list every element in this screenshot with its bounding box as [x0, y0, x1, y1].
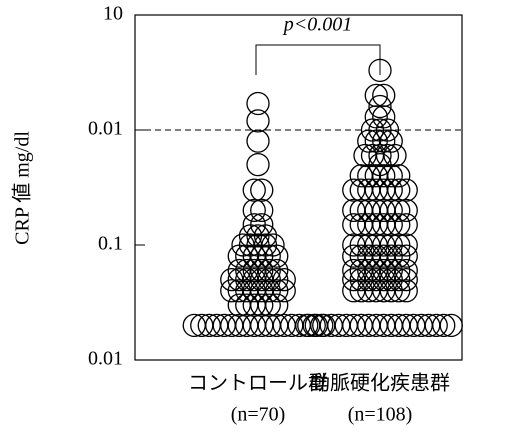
data-point	[250, 293, 274, 317]
data-point	[372, 164, 396, 188]
data-point	[246, 109, 270, 133]
data-point	[387, 244, 411, 268]
data-point	[387, 178, 411, 202]
data-point	[257, 293, 281, 317]
data-point	[242, 213, 266, 237]
data-point	[246, 233, 270, 257]
data-point	[387, 267, 411, 292]
data-point	[394, 244, 418, 268]
x-tick-label: 動脈硬化疾患群	[310, 372, 450, 395]
data-point	[257, 258, 281, 283]
data-point	[250, 213, 274, 237]
data-point	[432, 313, 456, 338]
data-point	[261, 233, 285, 257]
data-point	[379, 258, 403, 283]
data-point	[394, 267, 418, 292]
data-point	[265, 279, 289, 303]
data-point	[439, 313, 463, 338]
data-point	[246, 91, 270, 116]
data-point	[387, 258, 411, 283]
data-point	[257, 279, 281, 303]
data-point	[253, 233, 278, 257]
data-point	[379, 198, 403, 223]
significance-bracket	[255, 44, 381, 75]
data-point	[379, 213, 403, 237]
y-tick-label: 10	[103, 3, 123, 25]
data-point	[257, 267, 281, 292]
data-point	[368, 94, 392, 119]
data-point	[379, 178, 403, 202]
data-point	[242, 178, 266, 202]
data-point	[379, 233, 403, 257]
data-point	[394, 233, 418, 257]
data-point	[394, 213, 418, 237]
data-point	[265, 293, 289, 317]
data-point	[424, 313, 448, 338]
data-point	[368, 152, 392, 177]
y-tick-label: 0.01	[88, 118, 123, 140]
data-point	[265, 267, 289, 292]
data-point	[387, 279, 411, 303]
data-point	[379, 267, 403, 292]
data-point	[394, 198, 418, 223]
data-point	[272, 279, 296, 303]
data-point	[250, 198, 274, 223]
data-point	[394, 178, 418, 202]
data-point	[375, 143, 400, 168]
plot-frame	[134, 14, 463, 361]
data-point	[242, 198, 266, 223]
data-point	[272, 267, 296, 292]
data-point	[246, 129, 270, 153]
group-n-label: (n=108)	[348, 404, 413, 426]
data-point	[383, 143, 407, 168]
data-point	[364, 83, 388, 108]
y-axis-label: CRP 値 mg/dl	[11, 131, 34, 245]
data-point	[394, 258, 418, 283]
y-tick-label: 0.1	[98, 233, 123, 255]
data-point	[387, 213, 411, 237]
data-point	[250, 178, 274, 202]
data-point	[368, 118, 392, 142]
data-point	[368, 58, 392, 83]
data-point	[394, 279, 418, 303]
data-point	[379, 279, 403, 303]
group-n-label: (n=70)	[231, 404, 286, 426]
data-point	[372, 83, 396, 108]
significance-label: p<0.001	[282, 14, 353, 36]
x-tick-label: コントロール群	[188, 372, 328, 395]
data-point	[368, 143, 392, 168]
data-point	[265, 258, 289, 283]
data-point	[250, 258, 274, 283]
data-point	[246, 224, 270, 248]
data-point	[246, 152, 270, 177]
data-point	[387, 198, 411, 223]
data-point	[387, 233, 411, 257]
y-tick-label: 0.01	[88, 348, 123, 370]
data-point	[379, 244, 403, 268]
data-point	[387, 164, 411, 188]
